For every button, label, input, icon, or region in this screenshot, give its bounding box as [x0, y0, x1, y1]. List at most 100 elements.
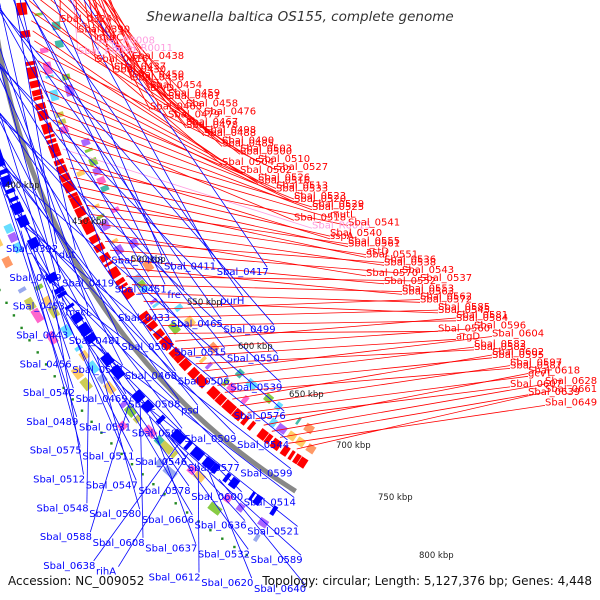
- forward-gene-label: Sbal_0582: [474, 339, 526, 350]
- label-leader: [108, 0, 169, 100]
- gene-feature: [152, 301, 161, 309]
- label-leader: [39, 70, 277, 192]
- tick-dot: [62, 386, 65, 390]
- gene-feature: [168, 346, 181, 359]
- reverse-gene-label: Sbal_0449: [9, 273, 61, 284]
- tick-dot: [100, 431, 103, 434]
- label-leader: [104, 366, 193, 516]
- gene-feature: [31, 88, 43, 97]
- reverse-gene-label: Sbal_0589: [251, 555, 303, 566]
- gene-feature: [41, 295, 53, 307]
- label-leader: [0, 148, 71, 360]
- label-leader: [218, 478, 305, 585]
- label-leader: [0, 163, 285, 412]
- reverse-gene-label: Sbal_0451: [115, 284, 167, 295]
- forward-gene-label: Sbal_0563: [402, 286, 454, 297]
- gene-feature: [0, 174, 13, 188]
- tick-dot: [141, 473, 144, 476]
- label-leader: [81, 195, 367, 258]
- forward-gene-label: Sbal_0485: [222, 138, 274, 149]
- forward-gene-label: Sbal_0324: [60, 14, 112, 25]
- reverse-gene-label: Sbal_0506: [178, 377, 230, 388]
- label-leader: [86, 345, 90, 504]
- gene-feature: [4, 187, 16, 195]
- label-leader: [0, 65, 64, 302]
- tick-dot: [28, 339, 31, 342]
- gene-feature: [192, 469, 207, 483]
- forward-gene-label: Sbal_0597: [510, 358, 562, 369]
- label-leader: [181, 328, 475, 350]
- forward-gene-label: Sbal_0604: [492, 329, 544, 340]
- gene-feature: [109, 364, 126, 381]
- label-leader: [131, 284, 403, 292]
- tick-dot: [5, 301, 8, 304]
- label-leader: [49, 109, 313, 211]
- gene-feature: [128, 237, 140, 249]
- tick-dot: [120, 452, 123, 456]
- label-leader: [0, 116, 281, 383]
- reverse-gene-label: fre: [167, 290, 181, 301]
- label-leader: [53, 0, 163, 256]
- label-leader: [87, 0, 187, 129]
- reverse-gene-label: Sbal_0637: [145, 544, 197, 555]
- gene-feature: [88, 233, 101, 245]
- label-leader: [0, 112, 229, 377]
- gene-feature: [214, 393, 228, 406]
- label-leader: [118, 453, 189, 567]
- label-leader: [88, 0, 169, 118]
- label-leader: [155, 309, 439, 318]
- kbp-tick-label: 700 kbp: [336, 441, 371, 451]
- genome-title: Shewanella baltica OS155, complete genom…: [146, 9, 454, 25]
- gene-feature: [51, 21, 61, 31]
- gene-feature: [33, 95, 44, 101]
- forward-gene-label: Sbal_0595: [492, 350, 544, 361]
- tick-dot: [53, 375, 56, 378]
- label-leader: [95, 223, 385, 266]
- label-leader: [100, 232, 367, 277]
- label-leader: [0, 2, 61, 273]
- forward-gene-label: Sbal_0479: [168, 109, 220, 120]
- forward-gene-label: Sbal_0461: [168, 91, 220, 102]
- kbp-tick-label: 400 kbp: [5, 181, 40, 191]
- label-leader: [83, 0, 268, 268]
- label-leader: [102, 0, 169, 97]
- label-leader: [255, 386, 511, 420]
- gene-feature: [167, 320, 182, 335]
- gene-feature: [69, 195, 83, 210]
- gene-feature: [80, 137, 91, 147]
- reverse-gene-label: Sbal_0468: [125, 371, 177, 382]
- label-leader: [208, 470, 253, 579]
- tick-dot: [130, 463, 134, 466]
- forward-gene-label: Sbal_0520: [294, 194, 346, 205]
- reverse-gene-label: Sbal_0511: [82, 452, 134, 463]
- forward-gene-label: Sbal_0503: [240, 144, 292, 155]
- label-leader: [69, 0, 215, 262]
- label-leader: [34, 40, 259, 184]
- forward-gene-label: murC: [96, 33, 123, 44]
- reverse-gene-label: Sbal_0507: [122, 342, 174, 353]
- reverse-gene-label: Sbal_0575: [30, 446, 82, 457]
- reverse-gene-label: Sbal_0419: [62, 279, 114, 290]
- kbp-tick-label: 800 kbp: [419, 551, 454, 561]
- gene-feature: [275, 422, 289, 435]
- label-leader: [15, 218, 288, 441]
- label-leader: [50, 0, 223, 144]
- gene-feature: [12, 241, 24, 254]
- label-leader: [93, 444, 179, 562]
- reverse-gene-label: Sbal_0636: [195, 521, 247, 532]
- forward-gene-label: Sbal_0639: [528, 387, 580, 398]
- gene-feature: [204, 361, 213, 370]
- reverse-gene-label: dut: [59, 250, 76, 261]
- gene-feature: [0, 152, 6, 167]
- forward-gene-label: Sbal_0602: [492, 347, 544, 358]
- forward-gene-label: Sbal_0581: [456, 310, 508, 321]
- reverse-gene-label: Sbal_0531: [79, 423, 131, 434]
- reverse-gene-label: Sbal_0608: [93, 538, 145, 549]
- gene-feature: [189, 446, 206, 462]
- gene-feature: [93, 242, 106, 254]
- gene-feature: [234, 368, 245, 379]
- label-leader: [58, 0, 205, 134]
- forward-gene-label: Sbal_0583: [474, 342, 526, 353]
- reverse-gene-label: Sbal_0501: [72, 365, 124, 376]
- label-leader: [59, 139, 331, 218]
